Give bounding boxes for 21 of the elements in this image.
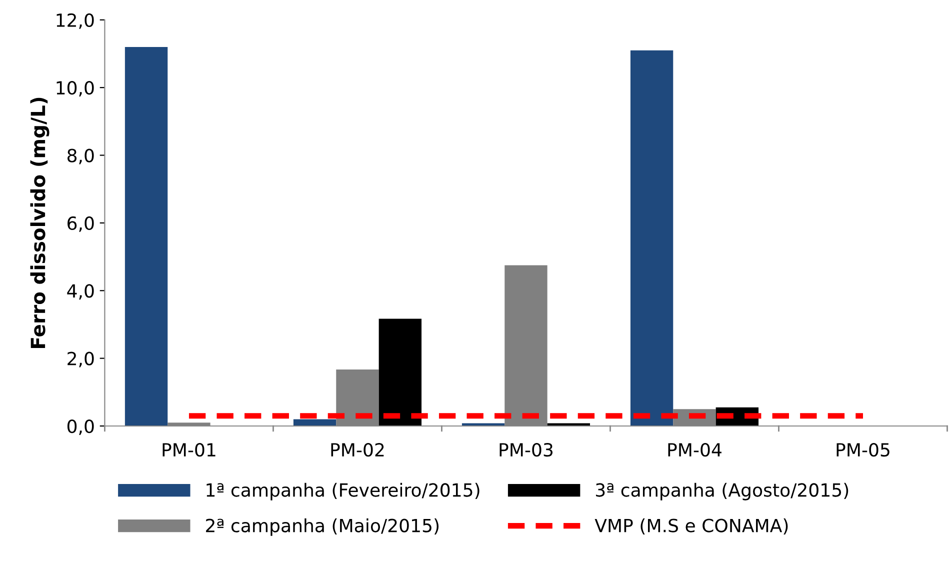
- y-tick-label: 8,0: [68, 148, 94, 164]
- legend-label: 1ª campanha (Fevereiro/2015): [206, 482, 480, 500]
- y-tick-label: 0,0: [67, 419, 94, 435]
- bar: [124, 46, 168, 426]
- y-tick-label: 12,0: [56, 13, 94, 29]
- y-tick-label: 4,0: [67, 284, 94, 300]
- y-tick-label: 10,0: [56, 81, 94, 97]
- x-tick-label: PM-03: [500, 442, 553, 457]
- legend-label: 3ª campanha (Agosto/2015): [596, 482, 848, 500]
- x-tick-label: PM-04: [668, 442, 722, 457]
- x-tick-label: PM-01: [162, 442, 216, 457]
- bar: [293, 419, 336, 426]
- x-tick-label: PM-05: [836, 442, 890, 457]
- x-tick-label: PM-02: [331, 442, 384, 457]
- legend-label: VMP (M.S e CONAMA): [594, 518, 788, 534]
- y-axis-title: Ferro dissolvido (mg/L): [30, 98, 50, 348]
- bar: [630, 50, 674, 426]
- y-tick-label: 2,0: [68, 352, 94, 368]
- legend-label: 2ª campanha (Maio/2015): [206, 518, 439, 536]
- y-tick-label: 6,0: [68, 216, 94, 232]
- bar: [378, 318, 422, 426]
